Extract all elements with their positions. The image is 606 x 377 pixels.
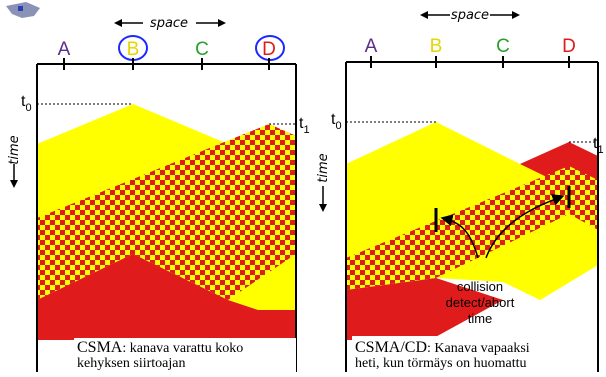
right-collision-label-2: detect/abort bbox=[446, 295, 515, 310]
right-collision-arrow-right bbox=[485, 194, 565, 259]
left-node-b-label: B bbox=[127, 39, 140, 60]
right-node-b-label: B bbox=[430, 36, 443, 57]
right-node-a-label: A bbox=[365, 36, 378, 57]
left-node-d-label: D bbox=[262, 39, 276, 60]
left-t0-label: t0 bbox=[21, 93, 32, 114]
right-yellow-lower bbox=[436, 214, 598, 300]
right-space-arrow: space bbox=[420, 8, 520, 23]
right-caption-line1: CSMA/CD: Kanava vapaaksi bbox=[355, 339, 530, 356]
right-node-c-label: C bbox=[496, 36, 510, 57]
right-panel: space A B C D t0 t1 collision detect/abo… bbox=[316, 8, 604, 372]
right-checker-region bbox=[346, 166, 598, 290]
left-t1-label: t1 bbox=[299, 115, 310, 136]
left-caption-box bbox=[74, 338, 296, 372]
right-space-label: space bbox=[451, 8, 489, 23]
left-checker-region bbox=[37, 124, 296, 300]
right-time-label: time bbox=[316, 153, 331, 182]
left-node-c-label: C bbox=[195, 39, 209, 60]
right-collision-label-1: collision bbox=[457, 279, 503, 294]
right-red-lower bbox=[346, 278, 503, 340]
right-t0-label: t0 bbox=[331, 111, 342, 132]
left-space-label: space bbox=[150, 16, 188, 31]
left-time-label: time bbox=[7, 135, 22, 164]
right-caption-box bbox=[352, 336, 572, 372]
right-collision-arrow-left bbox=[440, 214, 479, 259]
left-node-a-label: A bbox=[58, 39, 71, 60]
logo-icon bbox=[6, 2, 40, 18]
left-panel: space A B C D t0 t1 time bbox=[7, 16, 310, 372]
right-node-d-label: D bbox=[562, 36, 576, 57]
right-collision-label-3: time bbox=[468, 311, 493, 326]
left-yellow-wave-top bbox=[37, 104, 228, 144]
left-space-arrow: space bbox=[114, 16, 226, 31]
right-caption-line2: heti, kun törmäys on huomattu bbox=[355, 356, 526, 371]
left-red-lower bbox=[37, 254, 296, 340]
right-t1-label: t1 bbox=[593, 135, 604, 156]
left-yellow-lower bbox=[228, 254, 296, 310]
left-caption-line1: CSMA: kanava varattu koko bbox=[77, 339, 243, 356]
left-caption-line2: kehyksen siirtoajan bbox=[77, 356, 185, 371]
